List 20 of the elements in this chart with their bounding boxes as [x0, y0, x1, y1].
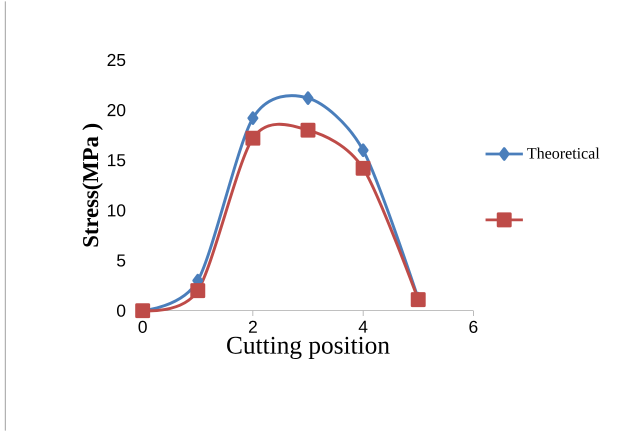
point	[190, 283, 206, 298]
x-tick-label: 6	[469, 320, 478, 333]
y-tick-label: 25	[108, 54, 126, 66]
point	[247, 111, 258, 125]
y-tick-label: 20	[108, 104, 126, 116]
y-axis-title: Stress(MPa )	[82, 124, 103, 247]
point	[302, 91, 314, 105]
point	[245, 130, 260, 146]
x-tick-label: 0	[138, 320, 147, 333]
x-tick-label: 2	[248, 320, 257, 333]
point	[356, 160, 371, 176]
legend-label: Theoretical	[527, 147, 600, 159]
point	[358, 143, 369, 158]
point	[300, 122, 316, 138]
y-tick-label: 15	[108, 154, 126, 166]
x-axis-title: Cutting position	[227, 336, 390, 360]
y-tick-label: 10	[108, 204, 126, 217]
y-tick-label: 0	[116, 304, 126, 317]
y-tick-label: 5	[117, 254, 126, 267]
x-tick-label: 4	[358, 320, 368, 333]
